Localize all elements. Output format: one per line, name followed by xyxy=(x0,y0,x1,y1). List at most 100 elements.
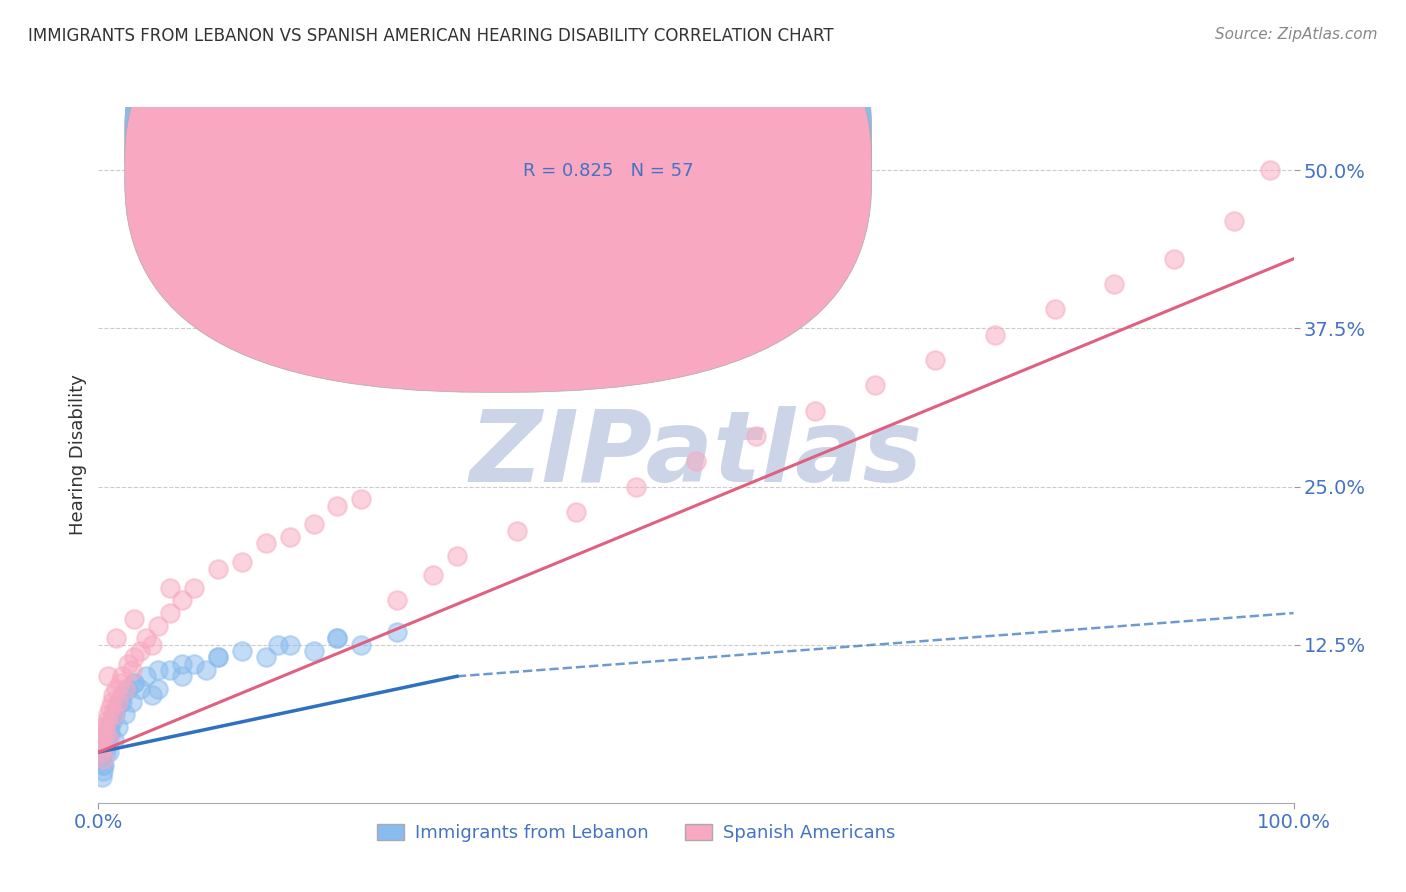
Text: IMMIGRANTS FROM LEBANON VS SPANISH AMERICAN HEARING DISABILITY CORRELATION CHART: IMMIGRANTS FROM LEBANON VS SPANISH AMERI… xyxy=(28,27,834,45)
Point xyxy=(91,751,114,765)
Point xyxy=(108,675,131,690)
Point xyxy=(1258,163,1281,178)
Point xyxy=(96,714,118,728)
Point xyxy=(1104,277,1126,292)
Point xyxy=(231,644,253,658)
Point xyxy=(98,720,122,734)
Point xyxy=(148,663,170,677)
Point xyxy=(91,745,114,759)
Point xyxy=(385,625,409,640)
Point xyxy=(100,695,122,709)
Point xyxy=(183,657,205,671)
Point xyxy=(135,632,157,646)
Point xyxy=(90,745,112,759)
Point xyxy=(107,720,129,734)
Point xyxy=(111,688,134,702)
Point xyxy=(111,669,134,683)
Point xyxy=(1163,252,1185,266)
Point xyxy=(114,681,136,696)
Point xyxy=(107,695,129,709)
Point xyxy=(254,536,277,550)
Point xyxy=(565,505,588,519)
Point xyxy=(506,524,529,538)
Point xyxy=(117,657,139,671)
Point xyxy=(91,764,114,779)
Point xyxy=(124,612,146,626)
Point xyxy=(91,732,114,747)
Text: ZIPatlas: ZIPatlas xyxy=(470,407,922,503)
Point xyxy=(924,353,946,368)
Point xyxy=(207,562,229,576)
Point xyxy=(141,638,163,652)
Point xyxy=(103,707,125,722)
Legend: Immigrants from Lebanon, Spanish Americans: Immigrants from Lebanon, Spanish America… xyxy=(370,817,903,849)
Point xyxy=(626,479,648,493)
FancyBboxPatch shape xyxy=(463,114,749,197)
Point xyxy=(93,739,115,753)
Point xyxy=(90,751,112,765)
Point xyxy=(103,732,125,747)
Point xyxy=(97,720,120,734)
Point xyxy=(326,499,349,513)
Point xyxy=(98,732,121,747)
Point xyxy=(183,581,205,595)
Point xyxy=(101,688,124,702)
Point xyxy=(148,681,170,696)
Point xyxy=(121,695,143,709)
Point xyxy=(172,657,194,671)
Point xyxy=(385,593,409,607)
Point xyxy=(117,681,139,696)
Point xyxy=(207,650,229,665)
Point xyxy=(111,695,134,709)
Text: R = 0.825   N = 57: R = 0.825 N = 57 xyxy=(523,162,693,180)
Point xyxy=(129,681,152,696)
Point xyxy=(105,632,128,646)
Point xyxy=(1223,214,1246,228)
Point xyxy=(254,650,277,665)
Point xyxy=(302,644,325,658)
Point xyxy=(159,663,181,677)
Y-axis label: Hearing Disability: Hearing Disability xyxy=(69,375,87,535)
Point xyxy=(91,720,114,734)
Point xyxy=(98,701,122,715)
Point xyxy=(172,593,194,607)
Point xyxy=(98,726,122,740)
Point xyxy=(984,327,1007,342)
Text: R = 0.246   N = 50: R = 0.246 N = 50 xyxy=(523,131,693,149)
Point xyxy=(422,568,444,582)
FancyBboxPatch shape xyxy=(125,0,872,392)
Point xyxy=(231,556,253,570)
Point xyxy=(93,732,115,747)
FancyBboxPatch shape xyxy=(125,0,872,361)
Point xyxy=(114,707,136,722)
Point xyxy=(93,720,115,734)
Point xyxy=(135,669,157,683)
Point xyxy=(1043,302,1066,317)
Point xyxy=(93,757,115,772)
Point xyxy=(121,663,143,677)
Point xyxy=(172,669,194,683)
Point xyxy=(267,638,290,652)
Point xyxy=(865,378,887,392)
Point xyxy=(105,681,128,696)
Point xyxy=(685,454,707,468)
Point xyxy=(159,606,181,620)
Point xyxy=(195,663,218,677)
Point xyxy=(148,618,170,632)
Point xyxy=(108,695,131,709)
Point xyxy=(350,638,373,652)
Point xyxy=(104,707,127,722)
Point xyxy=(446,549,468,563)
Point xyxy=(124,675,146,690)
Point xyxy=(94,745,117,759)
Point xyxy=(96,726,118,740)
Point xyxy=(302,517,325,532)
Point xyxy=(326,632,349,646)
Point xyxy=(100,714,122,728)
Point xyxy=(105,701,128,715)
Point xyxy=(745,429,768,443)
Point xyxy=(94,739,117,753)
Point xyxy=(97,669,120,683)
Point xyxy=(326,632,349,646)
Point xyxy=(98,745,121,759)
